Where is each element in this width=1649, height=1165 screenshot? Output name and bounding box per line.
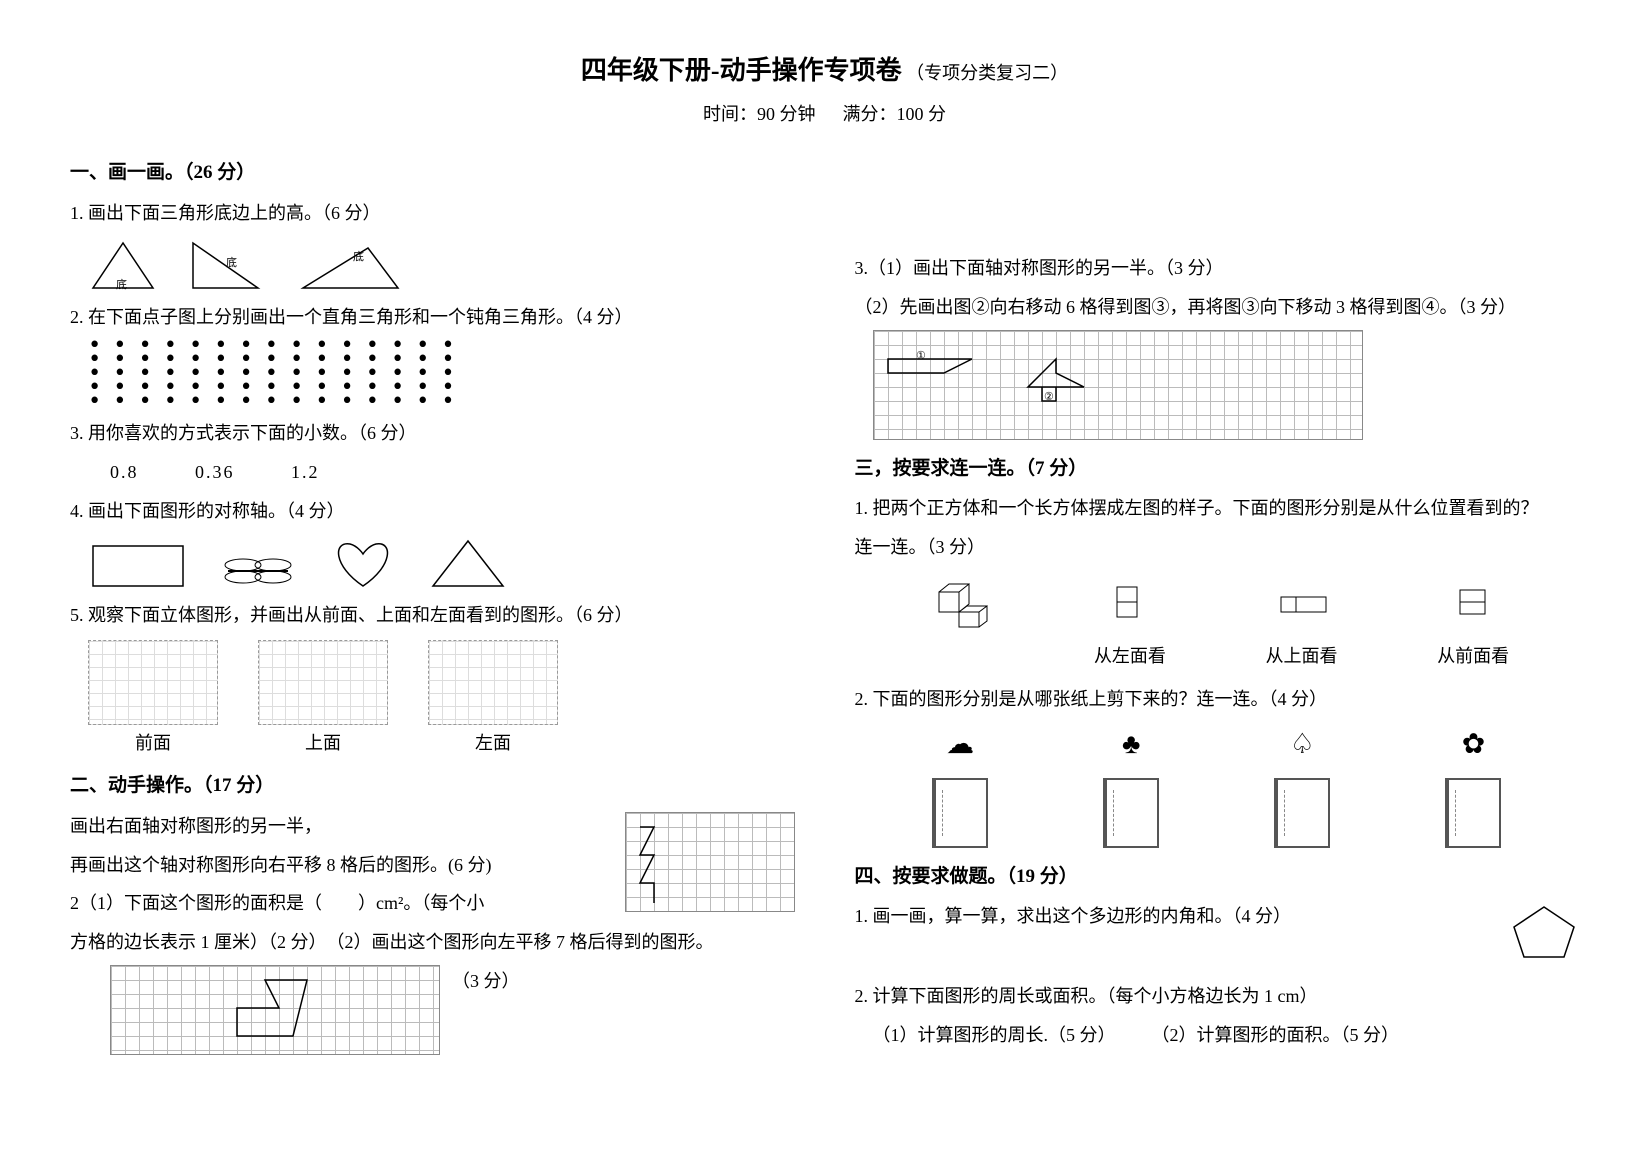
q1-4: 4. 画出下面图形的对称轴。（4 分） — [70, 497, 795, 526]
section-3-head: 三，按要求连一连。（7 分） — [855, 454, 1580, 484]
q3-2a: 2. 下面的图形分别是从哪张纸上剪下来的？连一连。（4 分） — [855, 685, 1580, 714]
sec2-p3b: 方格的边长表示 1 厘米）（2 分） （2）画出这个图形向左平移 7 格后得到的… — [70, 928, 795, 957]
meta-line: 时间：90 分钟 满分：100 分 — [70, 100, 1579, 129]
view-top-label: 上面 — [258, 729, 388, 758]
view-shape-2-icon — [1276, 582, 1336, 622]
section-4-head: 四、按要求做题。（19 分） — [855, 862, 1580, 892]
svg-text:①: ① — [916, 350, 926, 362]
cut-cloud-icon: ☁ — [935, 726, 985, 766]
translate-grid — [110, 965, 440, 1055]
triangle-3-icon: 底 — [298, 238, 408, 293]
rectangle-icon — [88, 541, 188, 591]
subtitle: （专项分类复习二） — [906, 63, 1068, 83]
main-title: 四年级下册-动手操作专项卷 — [581, 56, 902, 85]
parallelogram-shape-icon — [111, 966, 441, 1056]
sym-half-grid — [625, 812, 795, 912]
decimal-3: 1.2 — [291, 462, 320, 482]
paper-fold-1 — [932, 778, 988, 848]
view-front-label: 前面 — [88, 729, 218, 758]
view-front-box — [88, 640, 218, 725]
decimal-2: 0.36 — [195, 462, 235, 482]
cubes-3d-icon — [929, 572, 999, 632]
title-line: 四年级下册-动手操作专项卷 （专项分类复习二） — [70, 50, 1579, 92]
right-column: 3.（1）画出下面轴对称图形的另一半。（3 分） （2）先画出图②向右移动 6 … — [855, 144, 1580, 1055]
dot-grid: ••••••••••••••• ••••••••••••••• ••••••••… — [88, 339, 795, 409]
match-labels: 从左面看 从上面看 从前面看 — [875, 642, 1560, 671]
triangles-row: 底 底 底 — [88, 238, 795, 293]
q1-2: 2. 在下面点子图上分别画出一个直角三角形和一个钝角三角形。（4 分） — [70, 303, 795, 332]
pentagon-icon — [1509, 902, 1579, 962]
big-grid-shapes-icon: ① ② — [874, 331, 1364, 441]
q1-5: 5. 观察下面立体图形，并画出从前面、上面和左面看到的图形。（6 分） — [70, 601, 795, 630]
q4-2a: （1）计算图形的周长.（5 分） — [873, 1025, 1116, 1045]
view-left-box — [428, 640, 558, 725]
cut-spade-icon: ♤ — [1277, 726, 1327, 766]
view-front-label2: 从前面看 — [1437, 642, 1509, 671]
sec2-p3c: （3 分） — [452, 967, 520, 996]
q3-1b: 连一连。（3 分） — [855, 533, 1580, 562]
iso-triangle-icon — [428, 536, 508, 591]
sec4-q1-wrap: 1. 画一画，算一算，求出这个多边形的内角和。（4 分） — [855, 902, 1580, 931]
heart-icon — [328, 536, 398, 591]
match-row-top — [875, 572, 1560, 632]
sec2-body: 画出右面轴对称图形的另一半， 再画出这个轴对称图形向右平移 8 格后的图形。(6… — [70, 812, 795, 1055]
score-label: 满分：100 分 — [843, 104, 947, 124]
cut-shapes-row: ☁ ♣ ♤ ✿ — [875, 726, 1560, 766]
paper-fold-2 — [1103, 778, 1159, 848]
section-2-head: 二、动手操作。（17 分） — [70, 771, 795, 801]
view-grids — [88, 640, 795, 725]
q3-1: 3.（1）画出下面轴对称图形的另一半。（3 分） — [855, 254, 1580, 283]
view-shape-1-icon — [1107, 582, 1167, 622]
view-top-box — [258, 640, 388, 725]
left-column: 一、画一画。（26 分） 1. 画出下面三角形底边上的高。（6 分） 底 底 底… — [70, 144, 795, 1055]
view-left-label: 左面 — [428, 729, 558, 758]
view-shape-3-icon — [1445, 582, 1505, 622]
dragonfly-icon — [218, 551, 298, 591]
cut-flower-icon: ✿ — [1448, 726, 1498, 766]
cut-club-icon: ♣ — [1106, 726, 1156, 766]
triangle-1-icon: 底 — [88, 238, 158, 293]
svg-text:底: 底 — [116, 277, 127, 291]
q4-1: 1. 画一画，算一算，求出这个多边形的内角和。（4 分） — [855, 902, 1580, 931]
half-tree-icon — [626, 813, 796, 913]
symmetry-row — [88, 536, 795, 591]
q3-2: （2）先画出图②向右移动 6 格得到图③，再将图③向下移动 3 格得到图④。（3… — [855, 293, 1580, 322]
paper-fold-row — [875, 778, 1560, 848]
view-left-label2: 从左面看 — [1094, 642, 1166, 671]
paper-fold-3 — [1274, 778, 1330, 848]
big-grid: ① ② — [873, 330, 1363, 440]
q4-2: 2. 计算下面图形的周长或面积。（每个小方格边长为 1 cm） — [855, 982, 1580, 1011]
view-labels-row: 前面 上面 左面 — [88, 729, 795, 758]
svg-text:底: 底 — [353, 249, 364, 263]
q4-2-sub: （1）计算图形的周长.（5 分） （2）计算图形的面积。（5 分） — [873, 1021, 1580, 1050]
view-top-label2: 从上面看 — [1266, 642, 1338, 671]
q4-2b: （2）计算图形的面积。（5 分） — [1152, 1025, 1400, 1045]
paper-fold-4 — [1445, 778, 1501, 848]
svg-text:底: 底 — [226, 255, 237, 269]
section-1-head: 一、画一画。（26 分） — [70, 158, 795, 188]
svg-text:②: ② — [1044, 391, 1054, 403]
decimal-1: 0.8 — [110, 462, 139, 482]
triangle-2-icon: 底 — [188, 238, 268, 293]
q1-3: 3. 用你喜欢的方式表示下面的小数。（6 分） — [70, 419, 795, 448]
decimal-values: 0.8 0.36 1.2 — [110, 458, 795, 487]
q1-1: 1. 画出下面三角形底边上的高。（6 分） — [70, 199, 795, 228]
time-label: 时间：90 分钟 — [703, 104, 816, 124]
q3-1a: 1. 把两个正方体和一个长方体摆成左图的样子。下面的图形分别是从什么位置看到的？ — [855, 494, 1580, 523]
